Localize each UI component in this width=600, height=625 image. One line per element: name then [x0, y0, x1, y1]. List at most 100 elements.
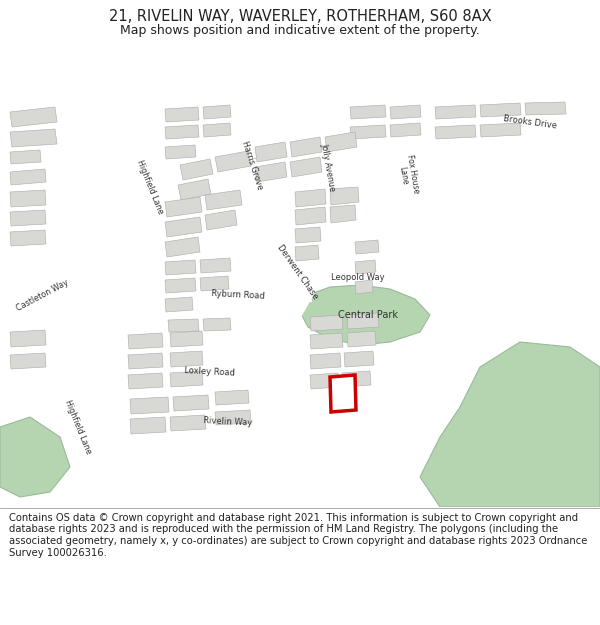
Polygon shape	[178, 179, 211, 200]
Text: Loxley Road: Loxley Road	[184, 366, 236, 378]
Polygon shape	[355, 240, 379, 254]
Text: Rivelin Way: Rivelin Way	[203, 416, 253, 428]
Polygon shape	[295, 245, 319, 261]
Text: Fox House
Lane: Fox House Lane	[395, 154, 421, 196]
Polygon shape	[420, 342, 600, 507]
Polygon shape	[435, 105, 476, 119]
Text: Harris Grove: Harris Grove	[240, 139, 264, 191]
Polygon shape	[170, 371, 203, 387]
Polygon shape	[160, 287, 312, 310]
Polygon shape	[295, 189, 326, 207]
Polygon shape	[300, 285, 430, 345]
Polygon shape	[165, 145, 196, 159]
Polygon shape	[295, 227, 321, 243]
Polygon shape	[128, 333, 163, 349]
Text: Contains OS data © Crown copyright and database right 2021. This information is : Contains OS data © Crown copyright and d…	[9, 513, 587, 558]
Polygon shape	[10, 230, 46, 246]
Polygon shape	[130, 417, 166, 434]
Polygon shape	[330, 375, 356, 412]
Polygon shape	[310, 315, 343, 331]
Polygon shape	[10, 330, 46, 347]
Polygon shape	[480, 123, 521, 137]
Polygon shape	[165, 197, 202, 217]
Polygon shape	[215, 410, 251, 425]
Polygon shape	[290, 157, 322, 177]
Polygon shape	[240, 212, 345, 239]
Polygon shape	[10, 150, 41, 164]
Polygon shape	[390, 105, 421, 119]
Polygon shape	[200, 276, 229, 291]
Polygon shape	[200, 258, 231, 273]
Polygon shape	[130, 397, 169, 414]
Polygon shape	[325, 132, 357, 152]
Polygon shape	[330, 187, 359, 205]
Polygon shape	[355, 280, 373, 294]
Polygon shape	[310, 373, 339, 389]
Polygon shape	[330, 205, 356, 223]
Text: Castleton Way: Castleton Way	[14, 278, 70, 312]
Polygon shape	[390, 123, 421, 137]
Polygon shape	[295, 207, 326, 225]
Polygon shape	[165, 297, 193, 312]
Polygon shape	[0, 417, 70, 497]
Polygon shape	[10, 129, 57, 147]
Polygon shape	[480, 103, 521, 117]
Polygon shape	[5, 267, 100, 327]
Polygon shape	[205, 210, 237, 230]
Polygon shape	[85, 402, 368, 442]
Polygon shape	[310, 353, 341, 369]
Polygon shape	[115, 357, 302, 382]
Polygon shape	[435, 125, 476, 139]
Polygon shape	[355, 260, 376, 274]
Polygon shape	[10, 169, 46, 185]
Polygon shape	[173, 395, 209, 411]
Polygon shape	[205, 190, 242, 210]
Text: Central Park: Central Park	[338, 310, 398, 320]
Text: 21, RIVELIN WAY, WAVERLEY, ROTHERHAM, S60 8AX: 21, RIVELIN WAY, WAVERLEY, ROTHERHAM, S6…	[109, 9, 491, 24]
Polygon shape	[525, 102, 566, 115]
Polygon shape	[344, 351, 374, 367]
Polygon shape	[170, 415, 206, 431]
Text: Map shows position and indicative extent of the property.: Map shows position and indicative extent…	[120, 24, 480, 37]
Text: Derwent Chase: Derwent Chase	[276, 243, 320, 301]
Polygon shape	[165, 107, 199, 122]
Text: Highfield Lane: Highfield Lane	[63, 399, 93, 456]
Polygon shape	[238, 102, 270, 215]
Polygon shape	[10, 107, 57, 127]
Polygon shape	[170, 331, 203, 347]
Polygon shape	[128, 353, 163, 369]
Polygon shape	[255, 162, 287, 182]
Text: Brooks Drive: Brooks Drive	[503, 114, 557, 130]
Polygon shape	[347, 313, 379, 329]
Polygon shape	[67, 102, 153, 507]
Text: Highfield Lane: Highfield Lane	[135, 159, 165, 216]
Polygon shape	[215, 390, 249, 405]
Polygon shape	[347, 331, 376, 347]
Polygon shape	[10, 210, 46, 226]
Polygon shape	[203, 123, 231, 137]
Polygon shape	[290, 137, 322, 157]
Polygon shape	[350, 125, 386, 139]
Polygon shape	[240, 232, 345, 337]
Polygon shape	[128, 373, 163, 389]
Polygon shape	[10, 353, 46, 369]
Polygon shape	[165, 278, 196, 293]
Polygon shape	[215, 151, 251, 172]
Polygon shape	[320, 102, 340, 224]
Polygon shape	[203, 105, 231, 119]
Polygon shape	[400, 102, 420, 249]
Polygon shape	[350, 105, 386, 119]
Polygon shape	[165, 217, 202, 237]
Polygon shape	[203, 318, 231, 331]
Polygon shape	[170, 351, 203, 367]
Text: Ryburn Road: Ryburn Road	[211, 289, 265, 301]
Polygon shape	[255, 142, 287, 162]
Polygon shape	[165, 260, 196, 275]
Text: Jolly Avenue: Jolly Avenue	[319, 142, 337, 192]
Polygon shape	[342, 371, 371, 387]
Polygon shape	[310, 333, 343, 349]
Polygon shape	[168, 319, 199, 332]
Polygon shape	[165, 125, 199, 139]
Polygon shape	[165, 237, 200, 257]
Text: Leopold Way: Leopold Way	[331, 272, 385, 281]
